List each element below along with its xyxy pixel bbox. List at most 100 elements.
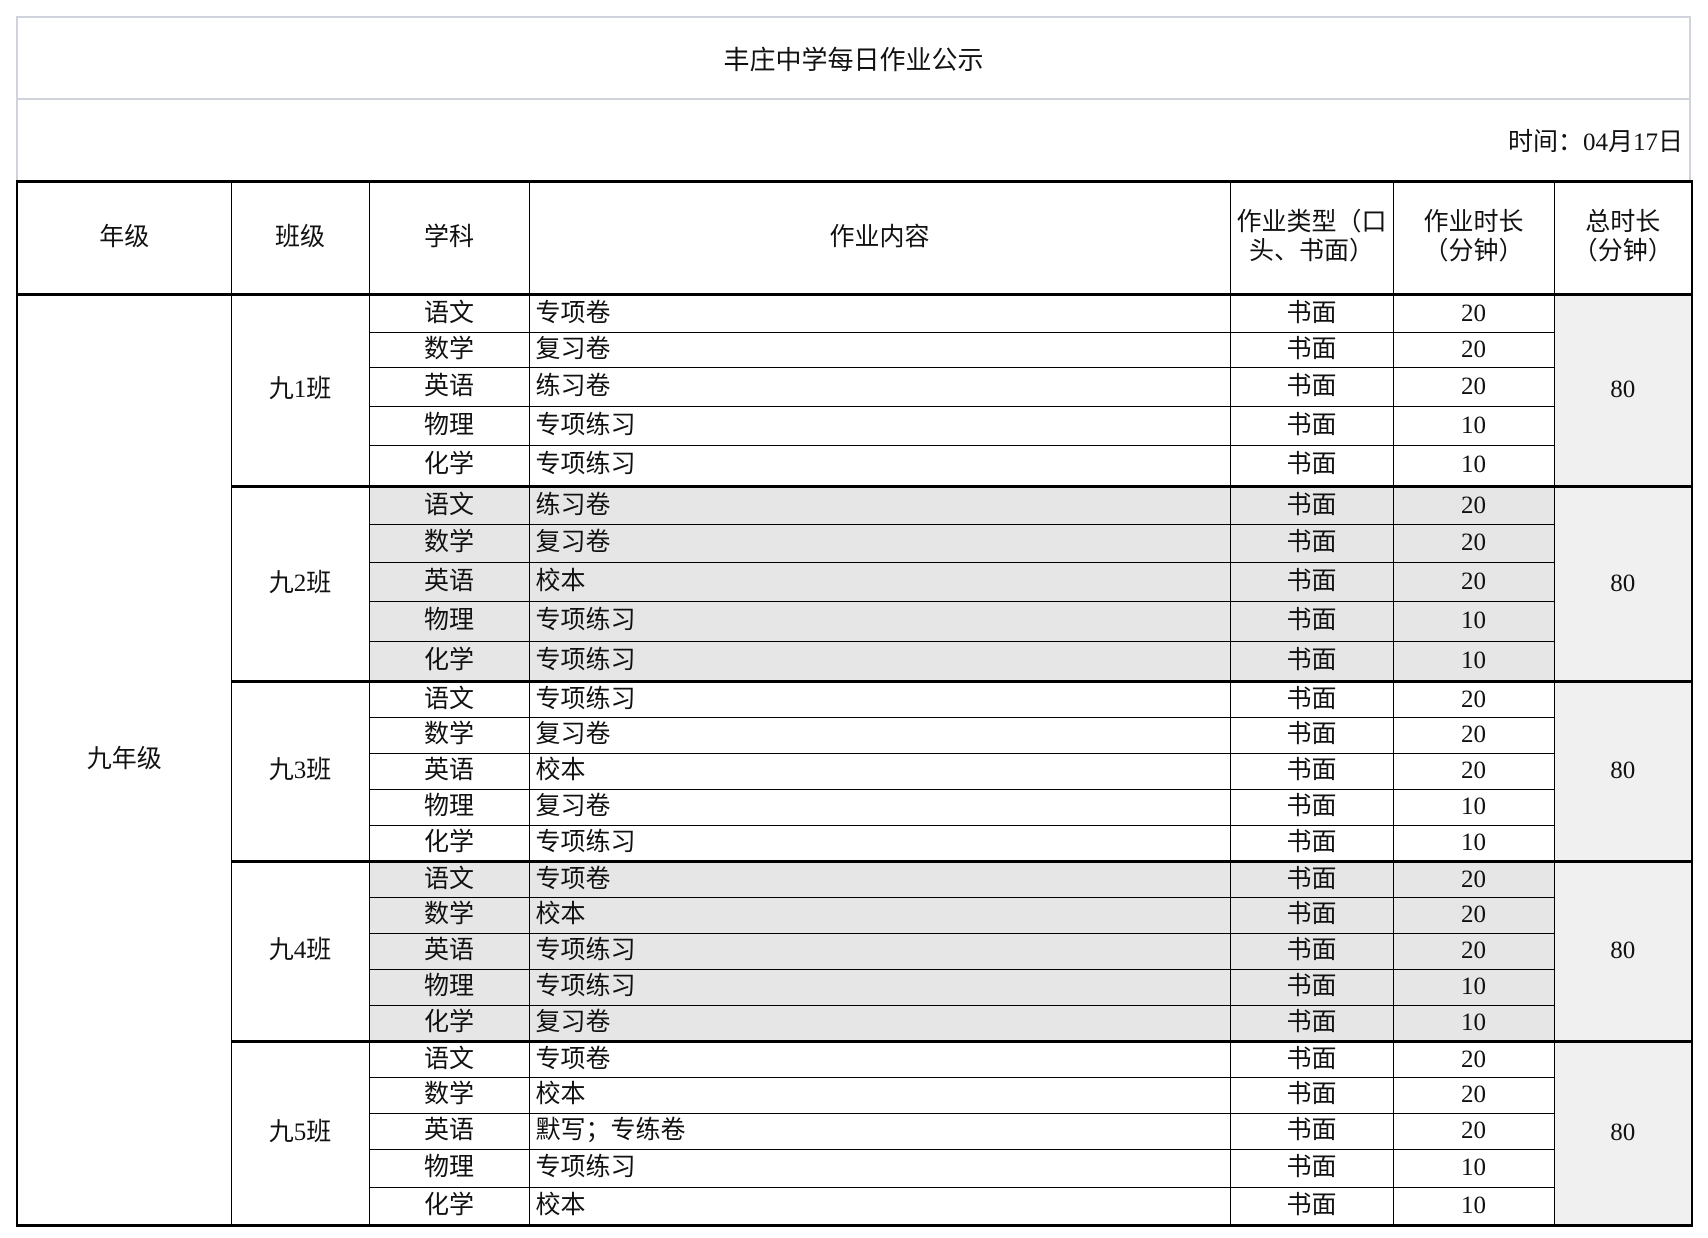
type-cell: 书面 — [1229, 406, 1394, 446]
subject-cell: 数学 — [368, 332, 530, 368]
header-subject: 学科 — [368, 180, 530, 296]
date-label: 时间： — [1507, 129, 1583, 156]
table-row: 化学 校本 书面 10 — [17, 1187, 1692, 1227]
class-cell: 九1班 — [230, 294, 370, 487]
type-cell: 书面 — [1229, 641, 1394, 682]
content-cell: 专项卷 — [528, 1040, 1231, 1078]
content-cell: 默写；专练卷 — [528, 1113, 1231, 1150]
table-row: 物理 专项练习 书面 10 — [17, 406, 1692, 446]
subject-cell: 数学 — [368, 717, 530, 754]
table-row: 英语 专项练习 书面 20 — [17, 933, 1692, 970]
type-cell: 书面 — [1229, 897, 1394, 934]
class-cell: 九2班 — [230, 485, 370, 682]
table-row: 数学 复习卷 书面 20 — [17, 717, 1692, 754]
content-cell: 复习卷 — [528, 332, 1231, 368]
content-cell: 练习卷 — [528, 367, 1231, 407]
content-cell: 复习卷 — [528, 1005, 1231, 1042]
minutes-cell: 20 — [1392, 294, 1555, 333]
minutes-cell: 10 — [1392, 1005, 1555, 1042]
type-cell: 书面 — [1229, 562, 1394, 602]
table-row: 九2班 语文 练习卷 书面 20 80 — [17, 485, 1693, 682]
content-cell: 校本 — [528, 1077, 1231, 1114]
type-cell: 书面 — [1229, 717, 1394, 754]
table-row: 数学 复习卷 书面 20 — [17, 524, 1692, 563]
type-cell: 书面 — [1229, 933, 1394, 970]
content-cell: 校本 — [528, 753, 1231, 790]
subject-cell: 英语 — [368, 753, 530, 790]
subject-cell: 英语 — [368, 933, 530, 970]
table-row: 化学 专项练习 书面 10 — [17, 445, 1692, 487]
minutes-cell: 20 — [1392, 1113, 1555, 1150]
minutes-cell: 20 — [1392, 717, 1555, 754]
minutes-cell: 20 — [1392, 562, 1555, 602]
class-cell: 九3班 — [230, 680, 370, 862]
table-row: 英语 练习卷 书面 20 — [17, 367, 1692, 407]
content-cell: 专项练习 — [528, 601, 1231, 642]
subject-cell: 语文 — [368, 680, 530, 718]
table-row: 数学 校本 书面 20 — [17, 897, 1692, 934]
header-content: 作业内容 — [528, 180, 1231, 296]
content-cell: 专项卷 — [528, 860, 1231, 898]
subject-cell: 语文 — [368, 1040, 530, 1078]
minutes-cell: 10 — [1392, 789, 1555, 826]
type-cell: 书面 — [1229, 294, 1394, 333]
content-cell: 校本 — [528, 562, 1231, 602]
homework-table: 年级 班级 学科 作业内容 作业类型（口头、书面） 作业时长（分钟） 总时长（分… — [16, 180, 1693, 1227]
table-row: 英语 默写；专练卷 书面 20 — [17, 1113, 1692, 1150]
content-cell: 校本 — [528, 1187, 1231, 1227]
subject-cell: 数学 — [368, 897, 530, 934]
sheet-title: 丰庄中学每日作业公示 — [16, 16, 1691, 98]
type-cell: 书面 — [1229, 969, 1394, 1006]
content-cell: 复习卷 — [528, 524, 1231, 563]
table-row: 化学 专项练习 书面 10 — [17, 825, 1692, 862]
type-cell: 书面 — [1229, 1187, 1394, 1227]
subject-cell: 物理 — [368, 1149, 530, 1188]
header-total: 总时长（分钟） — [1553, 180, 1693, 296]
table-row: 化学 复习卷 书面 10 — [17, 1005, 1692, 1042]
content-cell: 专项练习 — [528, 933, 1231, 970]
type-cell: 书面 — [1229, 680, 1394, 718]
grade-cell: 九年级 — [16, 294, 232, 1227]
subject-cell: 物理 — [368, 406, 530, 446]
content-cell: 练习卷 — [528, 485, 1231, 525]
type-cell: 书面 — [1229, 1077, 1394, 1114]
subject-cell: 英语 — [368, 1113, 530, 1150]
homework-sheet: 丰庄中学每日作业公示 时间：04月17日 年级 班级 学科 作业内容 作业类型（… — [16, 16, 1693, 1227]
type-cell: 书面 — [1229, 860, 1394, 898]
content-cell: 复习卷 — [528, 717, 1231, 754]
subject-cell: 化学 — [368, 1187, 530, 1227]
subject-cell: 语文 — [368, 294, 530, 333]
minutes-cell: 10 — [1392, 601, 1555, 642]
type-cell: 书面 — [1229, 789, 1394, 826]
type-cell: 书面 — [1229, 601, 1394, 642]
subject-cell: 语文 — [368, 860, 530, 898]
content-cell: 专项练习 — [528, 641, 1231, 682]
table-body: 九年级 九1班 语文 专项卷 书面 20 80 数学 复习卷 书面 20 英语 练习卷 书面 20 物理 专项练… — [16, 294, 1693, 1227]
table-row: 九年级 九1班 语文 专项卷 书面 20 80 — [16, 294, 1693, 1227]
subject-cell: 英语 — [368, 562, 530, 602]
table-row: 英语 校本 书面 20 — [17, 753, 1692, 790]
subject-cell: 物理 — [368, 601, 530, 642]
subject-cell: 化学 — [368, 641, 530, 682]
subject-cell: 化学 — [368, 445, 530, 487]
type-cell: 书面 — [1229, 1040, 1394, 1078]
content-cell: 专项练习 — [528, 680, 1231, 718]
minutes-cell: 20 — [1392, 753, 1555, 790]
type-cell: 书面 — [1229, 485, 1394, 525]
class-cell: 九5班 — [230, 1040, 370, 1227]
table-row: 物理 专项练习 书面 10 — [17, 1149, 1692, 1188]
date-row: 时间：04月17日 — [16, 98, 1691, 180]
minutes-cell: 20 — [1392, 367, 1555, 407]
type-cell: 书面 — [1229, 332, 1394, 368]
type-cell: 书面 — [1229, 825, 1394, 862]
total-cell: 80 — [1553, 860, 1693, 1042]
total-cell: 80 — [1553, 485, 1693, 682]
total-cell: 80 — [1553, 294, 1693, 487]
header-class: 班级 — [230, 180, 370, 296]
table-row: 物理 复习卷 书面 10 — [17, 789, 1692, 826]
minutes-cell: 10 — [1392, 445, 1555, 487]
header-minutes: 作业时长（分钟） — [1392, 180, 1555, 296]
content-cell: 专项练习 — [528, 445, 1231, 487]
table-row: 九4班 语文 专项卷 书面 20 80 — [17, 860, 1693, 1042]
table-row: 物理 专项练习 书面 10 — [17, 969, 1692, 1006]
